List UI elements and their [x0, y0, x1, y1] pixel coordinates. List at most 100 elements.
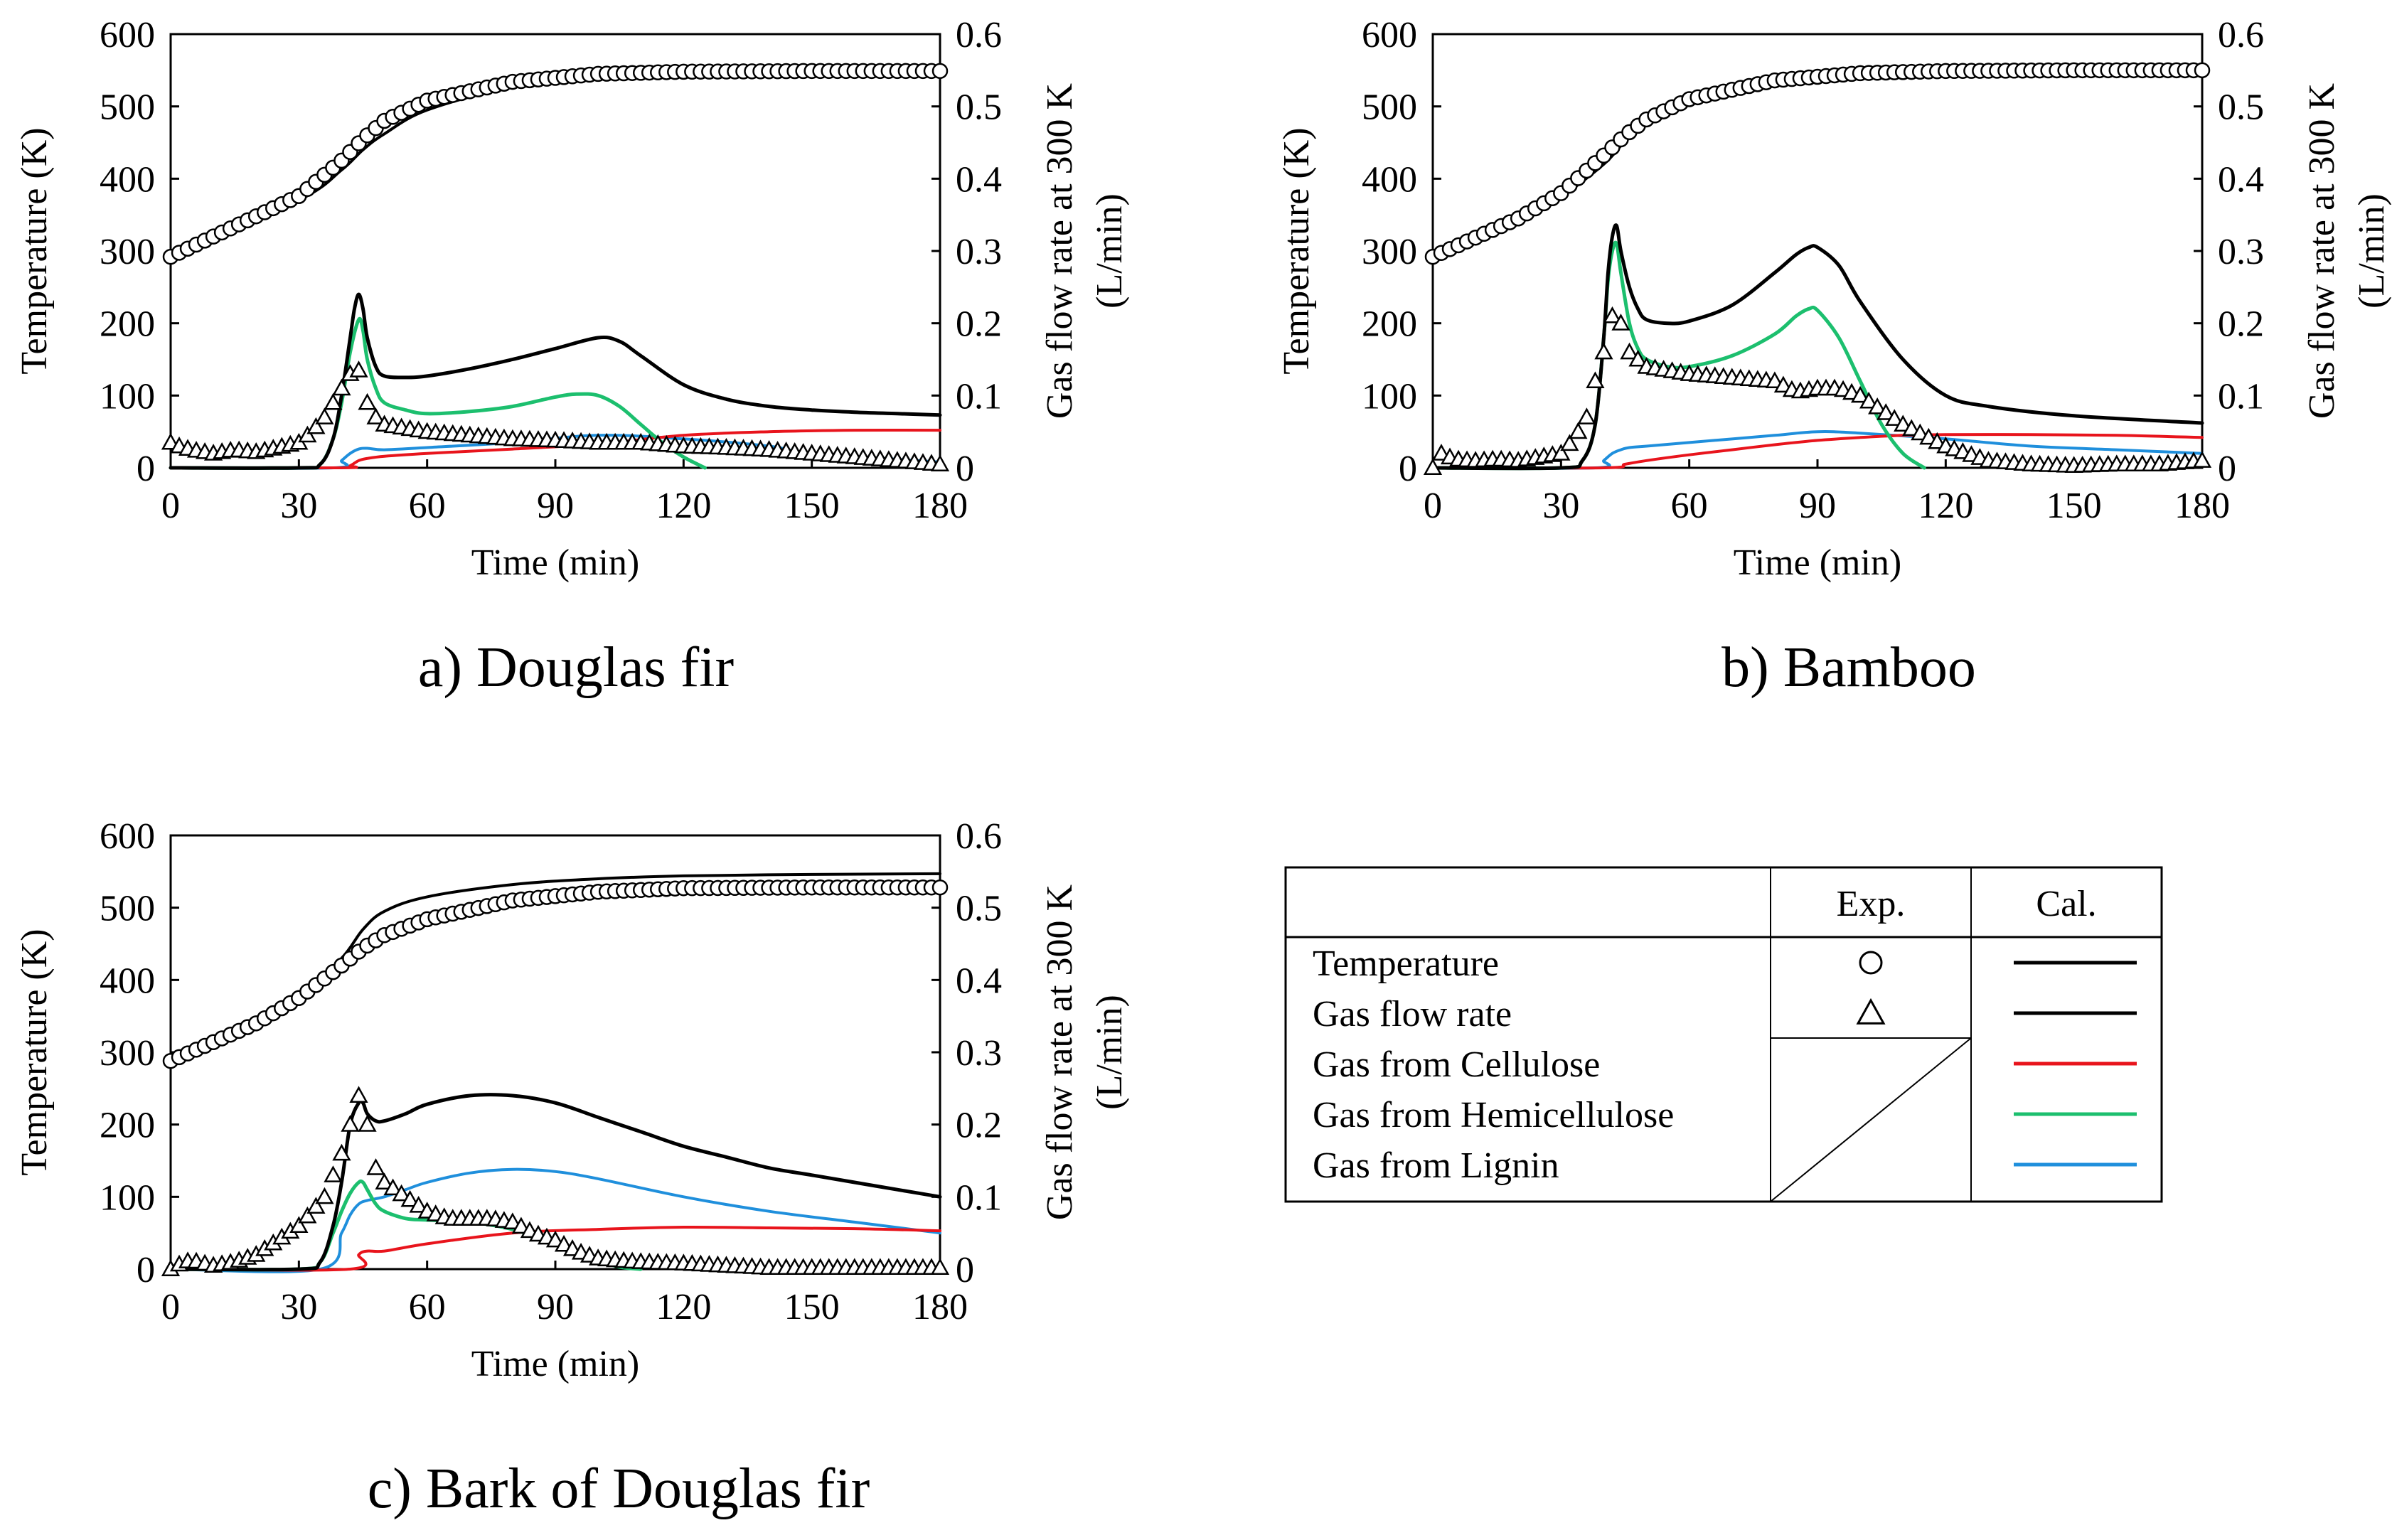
gas-flow-exp-point — [1569, 422, 1588, 439]
gas-flow-exp-point — [358, 1115, 377, 1132]
y-tick-label: 300 — [100, 232, 155, 272]
y-tick-label: 400 — [1362, 159, 1417, 200]
x-tick-label: 180 — [912, 486, 968, 526]
gas-flow-exp-point — [383, 1178, 402, 1196]
x-tick-label: 120 — [656, 1287, 711, 1327]
y2-tick-label: 0.5 — [956, 889, 1002, 929]
series-line-gas-cal — [169, 292, 942, 470]
y2-tick-label: 0 — [956, 449, 974, 489]
gas-flow-exp-point — [349, 1086, 368, 1103]
y2-axis-label: Gas flow rate at 300 K — [1040, 884, 1080, 1220]
gas-flow-exp-point — [1611, 314, 1630, 331]
temperature-exp-point — [931, 63, 949, 80]
y2-tick-label: 0.4 — [2218, 159, 2264, 200]
y2-tick-label: 0.2 — [2218, 304, 2264, 345]
gas-flow-exp-point — [545, 1230, 565, 1248]
y2-axis-label: Gas flow rate at 300 K — [2302, 82, 2342, 419]
y-tick-label: 300 — [1362, 232, 1417, 272]
gas-flow-exp-point — [366, 407, 385, 424]
gas-flow-exp-point — [1773, 375, 1793, 393]
series-line-temp-cal — [169, 68, 941, 259]
gas-flow-exp-point — [1560, 434, 1579, 451]
series-line-lignin — [1431, 430, 2204, 470]
x-axis-label: Time (min) — [1734, 542, 1901, 583]
series-line-lignin — [169, 1167, 941, 1273]
x-tick-label: 180 — [912, 1287, 968, 1327]
legend-border — [1284, 866, 2163, 1203]
legend-row-label: Gas from Lignin — [1313, 1145, 1559, 1186]
x-tick-label: 60 — [409, 1287, 446, 1327]
y2-tick-label: 0.5 — [2218, 87, 2264, 128]
y2-tick-label: 0 — [956, 1250, 974, 1290]
y2-tick-label: 0.3 — [2218, 232, 2264, 272]
x-tick-label: 30 — [1542, 486, 1579, 526]
gas-flow-exp-point — [1859, 391, 1879, 409]
y-tick-label: 400 — [100, 159, 155, 200]
gas-flow-exp-point — [1594, 342, 1613, 360]
y-tick-label: 300 — [100, 1033, 155, 1074]
series-line-cellulose — [169, 1225, 941, 1272]
gas-flow-exp-point — [298, 425, 317, 443]
x-tick-label: 120 — [1918, 486, 1973, 526]
x-tick-label: 180 — [2174, 486, 2230, 526]
gas-flow-exp-point — [1552, 444, 1571, 461]
x-tick-label: 60 — [1671, 486, 1708, 526]
gas-flow-exp-point — [1628, 349, 1648, 367]
y-axis-label: Temperature (K) — [14, 127, 55, 374]
gas-flow-exp-point — [1902, 419, 1921, 437]
y-axis-label: Temperature (K) — [1276, 127, 1317, 374]
legend-header-exp: Exp. — [1837, 884, 1906, 924]
gas-flow-exp-point — [511, 1217, 531, 1234]
x-tick-label: 150 — [2046, 486, 2102, 526]
y2-axis-unit-label: (L/min) — [1089, 995, 1130, 1110]
y-tick-label: 500 — [1362, 87, 1417, 128]
gas-flow-exp-point — [349, 360, 368, 378]
gas-flow-exp-point — [1919, 427, 1938, 445]
y-tick-label: 0 — [137, 449, 155, 489]
y-tick-label: 400 — [100, 961, 155, 1001]
x-tick-label: 120 — [656, 486, 711, 526]
x-tick-label: 0 — [161, 486, 180, 526]
series-line-hemicellulose — [1431, 240, 1926, 471]
gas-flow-exp-point — [1894, 415, 1913, 432]
gas-flow-exp-point — [1868, 397, 1887, 415]
x-tick-label: 150 — [784, 1287, 840, 1327]
y2-tick-label: 0.6 — [2218, 15, 2264, 55]
gas-flow-exp-point — [358, 392, 377, 410]
y2-tick-label: 0.2 — [956, 1106, 1002, 1146]
gas-flow-exp-point — [1577, 407, 1596, 424]
gas-flow-exp-point — [503, 1212, 523, 1229]
x-tick-label: 30 — [280, 486, 317, 526]
chart-title: b) Bamboo — [1721, 636, 1976, 699]
y2-axis-label: Gas flow rate at 300 K — [1040, 82, 1080, 419]
gas-flow-exp-point — [1877, 403, 1896, 420]
plot-frame — [1431, 33, 2204, 469]
legend-row-label: Gas from Cellulose — [1313, 1044, 1600, 1085]
x-tick-label: 0 — [1424, 486, 1442, 526]
gas-flow-exp-point — [298, 1206, 317, 1224]
chart-title: a) Douglas fir — [418, 636, 734, 699]
gas-flow-exp-point — [930, 1258, 950, 1276]
gas-flow-exp-point — [1423, 458, 1443, 476]
y2-tick-label: 0.5 — [956, 87, 1002, 128]
chart-bamboo: 0 30 60 90 120 150 180010020030040050060000.10… — [1276, 15, 2392, 699]
y-tick-label: 0 — [137, 1250, 155, 1290]
gas-flow-exp-point — [366, 1158, 385, 1175]
y2-tick-label: 0.4 — [956, 159, 1002, 200]
legend-empty-cell-diagonal — [1770, 1037, 1972, 1202]
series-line-cellulose — [1431, 433, 2204, 470]
x-tick-label: 30 — [280, 1287, 317, 1327]
y-axis-label: Temperature (K) — [14, 929, 55, 1175]
legend-table: Exp. Cal. Temperature Gas flow rate Gas from… — [1284, 866, 2163, 1203]
y-tick-label: 200 — [100, 304, 155, 345]
gas-flow-exp-point — [400, 1189, 420, 1207]
legend-exp-circle-marker — [1859, 951, 1883, 975]
gas-flow-exp-point — [2192, 451, 2212, 468]
chart-title: c) Bark of Douglas fir — [368, 1458, 870, 1520]
y-tick-label: 0 — [1399, 449, 1417, 489]
legend-row-label: Gas from Hemicellulose — [1313, 1095, 1674, 1135]
y2-axis-unit-label: (L/min) — [2351, 193, 2392, 309]
y2-tick-label: 0.1 — [956, 376, 1002, 417]
x-tick-label: 90 — [537, 486, 574, 526]
y2-tick-label: 0.6 — [956, 15, 1002, 55]
